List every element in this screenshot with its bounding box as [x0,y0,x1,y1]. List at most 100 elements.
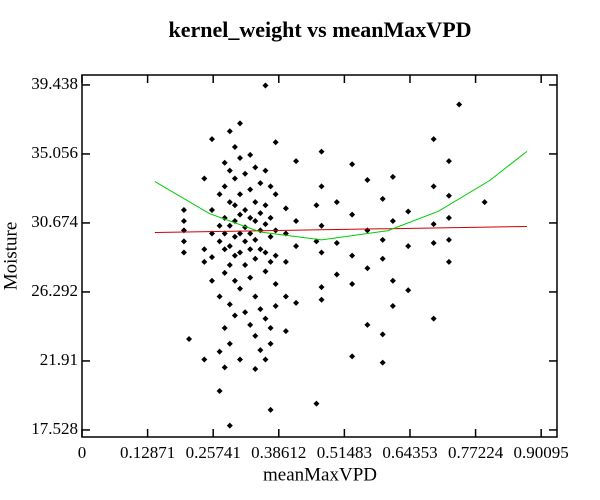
scatter-point [445,214,452,221]
scatter-point [272,280,279,287]
scatter-point [262,82,269,89]
scatter-point [208,206,215,213]
scatter-point [226,199,233,206]
scatter-point [364,177,371,184]
scatter-point [293,158,300,165]
scatter-point [216,388,223,395]
scatter-point [318,222,325,229]
scatter-point [349,211,356,218]
scatter-point [262,315,269,322]
scatter-point [318,296,325,303]
scatter-point [231,277,238,284]
scatter-point [201,258,208,265]
scatter-point [349,161,356,168]
scatter-point [231,143,238,150]
scatter-point [252,332,259,339]
scatter-point [252,199,259,206]
scatter-point [247,151,254,158]
scatter-point [226,262,233,269]
x-tick-label: 0.12871 [120,443,175,462]
scatter-point [236,230,243,237]
scatter-point [216,348,223,355]
scatter-point [226,422,233,429]
scatter-point [236,249,243,256]
scatter-point [180,238,187,245]
scatter-point [272,139,279,146]
scatter-point [221,325,228,332]
scatter-point [208,254,215,261]
scatter-point [333,271,340,278]
scatter-point [208,277,215,284]
scatter-point [262,221,269,228]
scatter-point [236,211,243,218]
scatter-point [430,136,437,143]
scatter-point [389,173,396,180]
scatter-point [231,312,238,319]
scatter-point [221,183,228,190]
scatter-point [247,214,254,221]
scatter-point [379,236,386,243]
scatter-point [282,293,289,300]
scatter-point [430,240,437,247]
scatter-point [257,347,264,354]
y-axis-label: Moisture [0,222,21,291]
scatter-point [445,258,452,265]
y-tick-label: 21.91 [40,350,78,369]
scatter-point [262,202,269,209]
scatter-point [257,246,264,253]
scatter-point [262,268,269,275]
scatter-point [333,240,340,247]
scatter-point [456,101,463,108]
x-tick-label: 0.51483 [317,443,372,462]
scatter-point [293,243,300,250]
scatter-point [389,217,396,224]
scatter-point [364,265,371,272]
scatter-point [262,167,269,174]
plot-frame [81,74,558,438]
scatter-point [236,356,243,363]
scatter-point [267,183,274,190]
scatter-point [262,356,269,363]
scatter-point [293,299,300,306]
x-tick-label: 0.64353 [382,443,437,462]
scatter-point [247,246,254,253]
scatter-point [318,148,325,155]
scatter-point [282,328,289,335]
scatter-point [242,170,249,177]
scatter-point [186,336,193,343]
scatter-point [252,293,259,300]
scatter-point [180,249,187,256]
scatter-point [208,136,215,143]
scatter-point [226,128,233,135]
scatter-point [221,230,228,237]
scatter-point [379,331,386,338]
scatter-point [293,217,300,224]
scatter-point [226,222,233,229]
scatter-point [257,210,264,217]
scatter-point [252,365,259,372]
scatter-point [247,230,254,237]
y-tick-label: 30.674 [31,212,78,231]
fit-line [154,225,527,233]
scatter-point [267,340,274,347]
scatter-point [405,243,412,250]
scatter-point [282,205,289,212]
scatter-point [262,249,269,256]
scatter-point [318,249,325,256]
scatter-point [252,236,259,243]
scatter-point [216,238,223,245]
scatter-point [267,325,274,332]
scatter-point [445,236,452,243]
scatter-point [247,186,254,193]
scatter-point [272,302,279,309]
scatter-point [364,321,371,328]
x-tick-label: 0 [78,443,87,462]
scatter-point [257,306,264,313]
scatter-point [247,274,254,281]
scatter-point [430,315,437,322]
scatter-point [430,221,437,228]
scatter-point [313,202,320,209]
chart-title: kernel_weight vs meanMaxVPD [168,17,471,42]
scatter-point [252,255,259,262]
scatter-point [379,359,386,366]
